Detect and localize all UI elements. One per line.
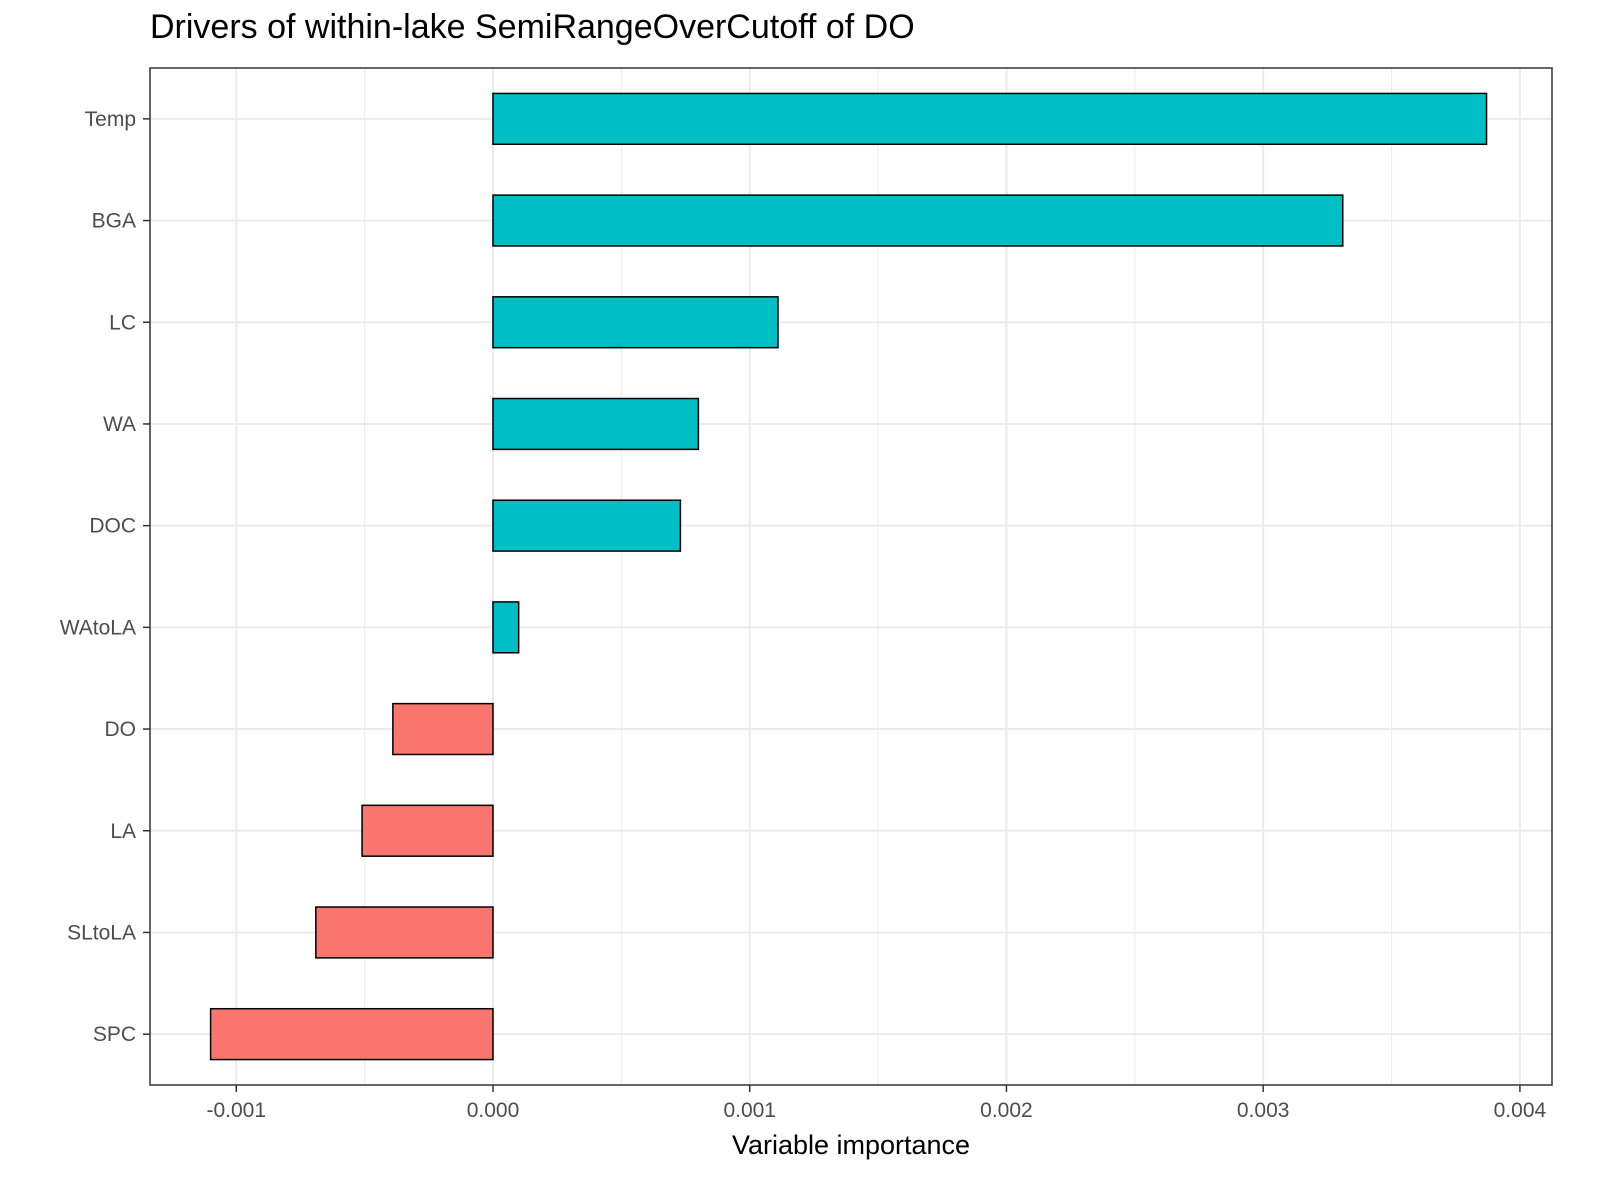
x-axis-title: Variable importance: [732, 1130, 970, 1160]
y-tick-label: DO: [105, 718, 137, 741]
x-tick-label: 0.003: [1237, 1099, 1290, 1122]
chart-title: Drivers of within-lake SemiRangeOverCuto…: [150, 8, 915, 46]
axes: Temp BGA LC WA DOC WAtoLA DO LA SLtoLA SPC -0.001 0…: [60, 108, 1547, 1122]
x-tick-label: 0.001: [723, 1099, 776, 1122]
y-tick-label: DOC: [89, 515, 136, 538]
x-tick-label: 0.004: [1494, 1099, 1547, 1122]
y-tick-label: LC: [109, 311, 136, 334]
bar-la: [361, 804, 494, 857]
bar-do: [392, 702, 494, 756]
bar-doc: [492, 499, 682, 552]
x-tick-label: 0.000: [467, 1099, 520, 1122]
bar-sltola: [315, 906, 494, 959]
y-tick-label: LA: [110, 820, 136, 843]
bars: [209, 92, 1488, 1061]
y-tick-label: WA: [103, 413, 136, 436]
bar-spc: [209, 1007, 494, 1061]
panel-border: [149, 67, 1553, 1086]
y-tick-label: BGA: [92, 210, 136, 233]
bar-watola: [492, 601, 520, 654]
x-tick-label: -0.001: [206, 1099, 266, 1122]
bar-bga: [492, 194, 1344, 247]
bar-temp: [492, 92, 1488, 146]
bar-lc: [492, 296, 779, 349]
y-tick-label: Temp: [85, 108, 136, 131]
bar-wa: [492, 397, 700, 451]
y-tick-label: SLtoLA: [67, 921, 136, 944]
y-tick-label: WAtoLA: [60, 616, 136, 639]
x-tick-label: 0.002: [980, 1099, 1033, 1122]
y-tick-label: SPC: [93, 1023, 136, 1046]
